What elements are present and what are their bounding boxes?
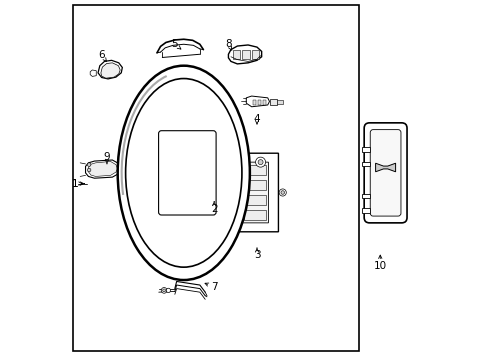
Text: 1: 1: [71, 179, 78, 189]
Polygon shape: [362, 162, 369, 166]
Polygon shape: [362, 148, 369, 152]
Bar: [189, 181, 197, 188]
Bar: [269, 99, 277, 105]
Circle shape: [87, 163, 91, 166]
Circle shape: [87, 168, 91, 172]
Text: 7: 7: [210, 282, 217, 292]
Polygon shape: [235, 153, 278, 232]
Polygon shape: [375, 163, 395, 172]
Bar: [242, 50, 249, 59]
Circle shape: [168, 186, 174, 192]
Text: 1: 1: [71, 179, 78, 189]
Bar: [163, 181, 169, 188]
Text: 3: 3: [253, 250, 260, 260]
Circle shape: [211, 193, 216, 198]
Polygon shape: [362, 208, 369, 212]
Polygon shape: [178, 146, 200, 153]
Bar: [251, 50, 259, 59]
Bar: [244, 180, 266, 190]
Circle shape: [255, 157, 265, 167]
FancyBboxPatch shape: [364, 123, 406, 223]
Bar: [189, 171, 197, 178]
Text: 2: 2: [210, 203, 217, 213]
Bar: [163, 191, 169, 198]
Text: 10: 10: [373, 261, 386, 271]
Polygon shape: [362, 194, 369, 198]
Ellipse shape: [125, 78, 242, 267]
Text: 5: 5: [171, 39, 178, 49]
Bar: [163, 153, 177, 164]
Bar: [244, 165, 266, 175]
Circle shape: [163, 289, 165, 292]
Polygon shape: [238, 162, 268, 223]
Ellipse shape: [118, 66, 249, 280]
Circle shape: [165, 183, 177, 195]
Text: 8: 8: [224, 39, 231, 49]
Bar: [257, 100, 261, 105]
Bar: [73, 5, 358, 351]
Circle shape: [279, 189, 285, 196]
Circle shape: [209, 190, 219, 200]
FancyBboxPatch shape: [158, 131, 216, 215]
Bar: [262, 100, 266, 105]
Polygon shape: [228, 45, 261, 64]
Polygon shape: [88, 161, 118, 176]
Text: 9: 9: [103, 152, 110, 162]
Polygon shape: [98, 60, 122, 79]
Circle shape: [166, 288, 170, 293]
Bar: [252, 100, 256, 105]
Polygon shape: [90, 70, 96, 76]
Polygon shape: [246, 96, 269, 107]
Bar: [189, 192, 197, 198]
Bar: [244, 210, 266, 220]
Polygon shape: [85, 160, 121, 178]
Polygon shape: [101, 63, 120, 78]
Circle shape: [258, 159, 263, 165]
Bar: [244, 195, 266, 205]
Text: 4: 4: [253, 114, 260, 124]
Bar: [277, 100, 282, 104]
Text: 6: 6: [98, 50, 105, 60]
Circle shape: [191, 163, 199, 172]
Circle shape: [281, 191, 284, 194]
Circle shape: [161, 288, 166, 293]
Bar: [163, 171, 169, 178]
FancyBboxPatch shape: [369, 130, 400, 216]
Bar: [232, 50, 240, 59]
